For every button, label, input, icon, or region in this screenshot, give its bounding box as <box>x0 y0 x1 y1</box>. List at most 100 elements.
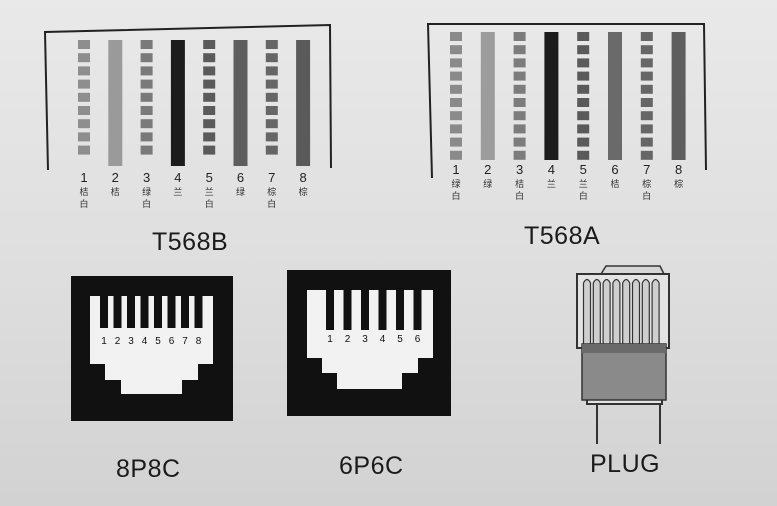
t568b-pin-label-3: 绿 <box>142 186 151 197</box>
jack8-pin-number-1: 1 <box>101 336 107 347</box>
t568b-wire-1 <box>78 40 90 155</box>
jack-8p8c-title: 8P8C <box>116 455 181 483</box>
t568b-pin-label-1: 桔 <box>79 186 88 197</box>
t568a-pin-number-6: 6 <box>611 162 618 177</box>
t568a-wire-1 <box>450 32 462 160</box>
t568a-pin-number-5: 5 <box>580 162 587 177</box>
t568a-pin-label-6: 桔 <box>610 178 619 189</box>
t568a-pin-label-5: 兰 <box>579 178 588 189</box>
t568a-wire-5 <box>577 32 590 160</box>
plug-contact-6 <box>631 278 641 346</box>
t568b-pin-number-5: 5 <box>206 170 213 185</box>
t568b-wire-4 <box>170 40 185 166</box>
t568a-pin-label-3: 白 <box>515 190 524 201</box>
t568a-pin-label-2: 绿 <box>483 178 492 189</box>
jack8-contact-4 <box>140 296 149 328</box>
t568b-wire-6 <box>233 40 248 166</box>
plug-contact-8 <box>651 278 660 346</box>
plug-contact-2 <box>592 278 601 346</box>
jack8-contact-3 <box>127 296 135 328</box>
jack8-contact-8 <box>194 296 203 328</box>
plug-contact-5 <box>622 278 631 346</box>
t568a-wire-6 <box>608 32 622 160</box>
t568b-wire-7 <box>265 40 278 155</box>
t568b-pin-number-4: 4 <box>174 170 181 185</box>
t568b-pin-label-3: 白 <box>142 198 151 209</box>
t568b-pin-number-8: 8 <box>299 170 306 185</box>
plug-contact-1 <box>582 278 592 346</box>
t568a-pin-number-8: 8 <box>675 162 682 177</box>
plug-contacts <box>582 278 660 346</box>
jack6-pin-number-4: 4 <box>380 334 386 345</box>
jack6-contact-2 <box>343 290 352 330</box>
plug-contact-7 <box>641 278 650 346</box>
jack8-pin-number-8: 8 <box>196 336 202 347</box>
t568b-pin-label-7: 白 <box>267 198 276 209</box>
jack6-contact-3 <box>361 290 369 330</box>
t568a-title: T568A <box>524 222 601 250</box>
t568b-pin-label-7: 棕 <box>267 186 276 197</box>
t568b-pin-label-6: 绿 <box>236 186 245 197</box>
t568a-pin-number-7: 7 <box>643 162 650 177</box>
t568a-pin-number-4: 4 <box>548 162 555 177</box>
jack8-pin-number-7: 7 <box>182 336 188 347</box>
jack6-pin-number-3: 3 <box>362 334 368 345</box>
t568a-pin-label-4: 兰 <box>547 178 556 189</box>
jack6-contact-1 <box>326 290 334 330</box>
jack8-contact-2 <box>113 296 122 328</box>
jack8-contact-5 <box>154 296 162 328</box>
jack6-contact-5 <box>396 290 404 330</box>
jack8-contact-1 <box>100 296 108 328</box>
jack6-pin-number-1: 1 <box>327 334 333 345</box>
t568b-pin-number-2: 2 <box>112 170 119 185</box>
t568a-pin-label-7: 白 <box>642 190 651 201</box>
jack8-pin-number-2: 2 <box>115 336 121 347</box>
t568b-pin-label-4: 兰 <box>173 186 182 197</box>
t568a-wire-3 <box>513 32 526 160</box>
t568a-pin-number-2: 2 <box>484 162 491 177</box>
jack6-pin-number-2: 2 <box>345 334 351 345</box>
t568a-pin-label-5: 白 <box>579 190 588 201</box>
t568b-pin-number-6: 6 <box>237 170 244 185</box>
t568b-pin-label-5: 白 <box>205 198 214 209</box>
jack8-contact-7 <box>181 296 189 328</box>
jack6-pin-number-5: 5 <box>397 334 403 345</box>
jack6-contact-6 <box>413 290 422 330</box>
rj45-plug <box>576 265 670 444</box>
jack8-pin-number-6: 6 <box>169 336 175 347</box>
t568a-wire-2 <box>480 32 495 160</box>
t568a-wire-4 <box>544 32 559 160</box>
t568a-pin-number-1: 1 <box>452 162 459 177</box>
t568a-pin-label-1: 白 <box>451 190 460 201</box>
jack6-contact-4 <box>378 290 387 330</box>
jack-6p6c-title: 6P6C <box>339 452 404 480</box>
jack6-pin-number-6: 6 <box>415 334 421 345</box>
t568a-wire-8 <box>671 32 686 160</box>
t568a-pin-number-3: 3 <box>516 162 523 177</box>
jack8-pin-number-5: 5 <box>155 336 161 347</box>
t568a-pin-label-7: 棕 <box>642 178 651 189</box>
t568b-pin-label-1: 白 <box>79 198 88 209</box>
t568b-pin-label-8: 棕 <box>299 186 308 197</box>
t568b-pin-number-7: 7 <box>268 170 275 185</box>
plug-contact-3 <box>602 278 611 346</box>
t568b-wire-2 <box>108 40 123 166</box>
t568a-pin-label-8: 棕 <box>674 178 683 189</box>
t568b-pin-label-5: 兰 <box>205 186 214 197</box>
t568b-title: T568B <box>152 228 229 256</box>
plug-contact-4 <box>612 278 621 346</box>
t568b-pin-number-3: 3 <box>143 170 150 185</box>
jack8-contact-6 <box>167 296 176 328</box>
jack8-pin-number-4: 4 <box>142 336 148 347</box>
t568a-pin-label-1: 绿 <box>451 178 460 189</box>
t568b-wire-3 <box>140 40 153 155</box>
